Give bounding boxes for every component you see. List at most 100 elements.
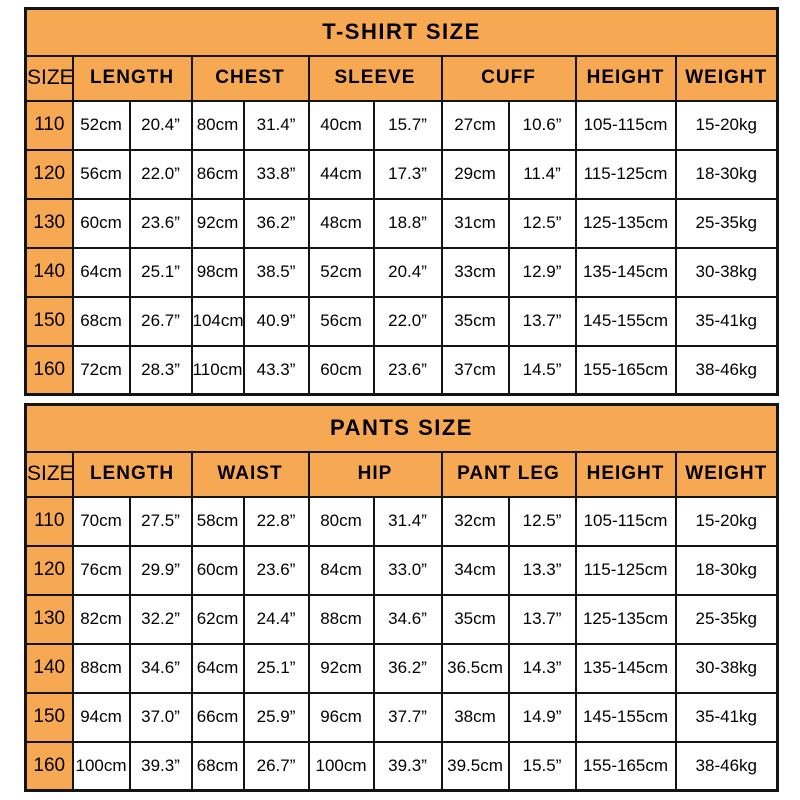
value-cell: 25-35kg [674, 593, 779, 645]
value-cell: 64cm [71, 246, 131, 298]
value-cell: 155-165cm [574, 740, 677, 792]
table-row: 160 72cm 28.3” 110cm 43.3” 60cm 23.6” 37cm 14.5”… [24, 344, 779, 396]
value-cell: 64cm [190, 642, 245, 694]
value-cell: 27.5” [128, 495, 193, 547]
column-header-size: SIZE [24, 450, 74, 498]
value-cell: 31.4” [242, 99, 310, 151]
value-cell: 34cm [440, 544, 510, 596]
size-cell: 130 [24, 197, 74, 249]
value-cell: 31.4” [372, 495, 443, 547]
size-cell: 150 [24, 691, 74, 743]
column-header-weight: WEIGHT [674, 450, 779, 498]
value-cell: 94cm [71, 691, 131, 743]
value-cell: 13.7” [507, 593, 577, 645]
value-cell: 43.3” [242, 344, 310, 396]
value-cell: 70cm [71, 495, 131, 547]
value-cell: 27cm [440, 99, 510, 151]
value-cell: 15.5” [507, 740, 577, 792]
value-cell: 155-165cm [574, 344, 677, 396]
value-cell: 37cm [440, 344, 510, 396]
table-row: 130 60cm 23.6” 92cm 36.2” 48cm 18.8” 31cm 12.5” 1… [24, 197, 779, 249]
tshirt-column-header-row: SIZE LENGTH CHEST SLEEVE CUFF HEIGHT WEI… [24, 54, 779, 102]
table-row: 110 52cm 20.4” 80cm 31.4” 40cm 15.7” 27cm 10.6” 1… [24, 99, 779, 151]
value-cell: 17.3” [372, 148, 443, 200]
value-cell: 82cm [71, 593, 131, 645]
value-cell: 15.7” [372, 99, 443, 151]
table-row: 120 56cm 22.0” 86cm 33.8” 44cm 17.3” 29cm 11.4” 1… [24, 148, 779, 200]
value-cell: 10.6” [507, 99, 577, 151]
value-cell: 52cm [307, 246, 375, 298]
value-cell: 52cm [71, 99, 131, 151]
pants-table-body: 110 70cm 27.5” 58cm 22.8” 80cm 31.4” 32cm 12.5” 1… [24, 495, 779, 792]
value-cell: 31cm [440, 197, 510, 249]
value-cell: 76cm [71, 544, 131, 596]
value-cell: 35-41kg [674, 691, 779, 743]
value-cell: 33cm [440, 246, 510, 298]
value-cell: 39.5cm [440, 740, 510, 792]
value-cell: 44cm [307, 148, 375, 200]
value-cell: 22.0” [372, 295, 443, 347]
value-cell: 26.7” [242, 740, 310, 792]
value-cell: 36.2” [372, 642, 443, 694]
value-cell: 125-135cm [574, 197, 677, 249]
column-header-waist: WAIST [190, 450, 310, 498]
value-cell: 48cm [307, 197, 375, 249]
value-cell: 25.1” [128, 246, 193, 298]
value-cell: 60cm [71, 197, 131, 249]
value-cell: 23.6” [128, 197, 193, 249]
value-cell: 40cm [307, 99, 375, 151]
value-cell: 66cm [190, 691, 245, 743]
column-header-length: LENGTH [71, 450, 193, 498]
column-header-hip: HIP [307, 450, 443, 498]
value-cell: 60cm [190, 544, 245, 596]
size-cell: 160 [24, 344, 74, 396]
value-cell: 104cm [190, 295, 245, 347]
value-cell: 33.0” [372, 544, 443, 596]
value-cell: 115-125cm [574, 544, 677, 596]
value-cell: 32cm [440, 495, 510, 547]
table-row: 110 70cm 27.5” 58cm 22.8” 80cm 31.4” 32cm 12.5” 1… [24, 495, 779, 547]
tshirt-table-title: T-SHIRT SIZE [24, 7, 779, 57]
table-row: 140 64cm 25.1” 98cm 38.5” 52cm 20.4” 33cm 12.9” 1… [24, 246, 779, 298]
value-cell: 145-155cm [574, 691, 677, 743]
pants-table-title: PANTS SIZE [24, 403, 779, 453]
tshirt-size-table: T-SHIRT SIZE SIZE LENGTH CHEST SLEEVE CU… [24, 7, 779, 396]
column-header-cuff: CUFF [440, 54, 577, 102]
value-cell: 62cm [190, 593, 245, 645]
column-header-height: HEIGHT [574, 54, 677, 102]
table-row: 150 94cm 37.0” 66cm 25.9” 96cm 37.7” 38cm 14.9” 1… [24, 691, 779, 743]
value-cell: 11.4” [507, 148, 577, 200]
size-cell: 130 [24, 593, 74, 645]
column-header-size: SIZE [24, 54, 74, 102]
value-cell: 60cm [307, 344, 375, 396]
pants-title-row: PANTS SIZE [24, 403, 779, 453]
size-cell: 120 [24, 544, 74, 596]
value-cell: 14.5” [507, 344, 577, 396]
value-cell: 40.9” [242, 295, 310, 347]
value-cell: 92cm [190, 197, 245, 249]
value-cell: 36.5cm [440, 642, 510, 694]
size-cell: 120 [24, 148, 74, 200]
value-cell: 22.8” [242, 495, 310, 547]
value-cell: 12.5” [507, 495, 577, 547]
value-cell: 100cm [307, 740, 375, 792]
value-cell: 56cm [71, 148, 131, 200]
value-cell: 39.3” [128, 740, 193, 792]
value-cell: 20.4” [128, 99, 193, 151]
value-cell: 105-115cm [574, 99, 677, 151]
value-cell: 80cm [190, 99, 245, 151]
value-cell: 36.2” [242, 197, 310, 249]
value-cell: 110cm [190, 344, 245, 396]
value-cell: 32.2” [128, 593, 193, 645]
value-cell: 35cm [440, 593, 510, 645]
value-cell: 15-20kg [674, 99, 779, 151]
column-header-sleeve: SLEEVE [307, 54, 443, 102]
value-cell: 30-38kg [674, 642, 779, 694]
value-cell: 14.9” [507, 691, 577, 743]
value-cell: 96cm [307, 691, 375, 743]
value-cell: 33.8” [242, 148, 310, 200]
value-cell: 58cm [190, 495, 245, 547]
value-cell: 34.6” [372, 593, 443, 645]
value-cell: 25.9” [242, 691, 310, 743]
value-cell: 29cm [440, 148, 510, 200]
